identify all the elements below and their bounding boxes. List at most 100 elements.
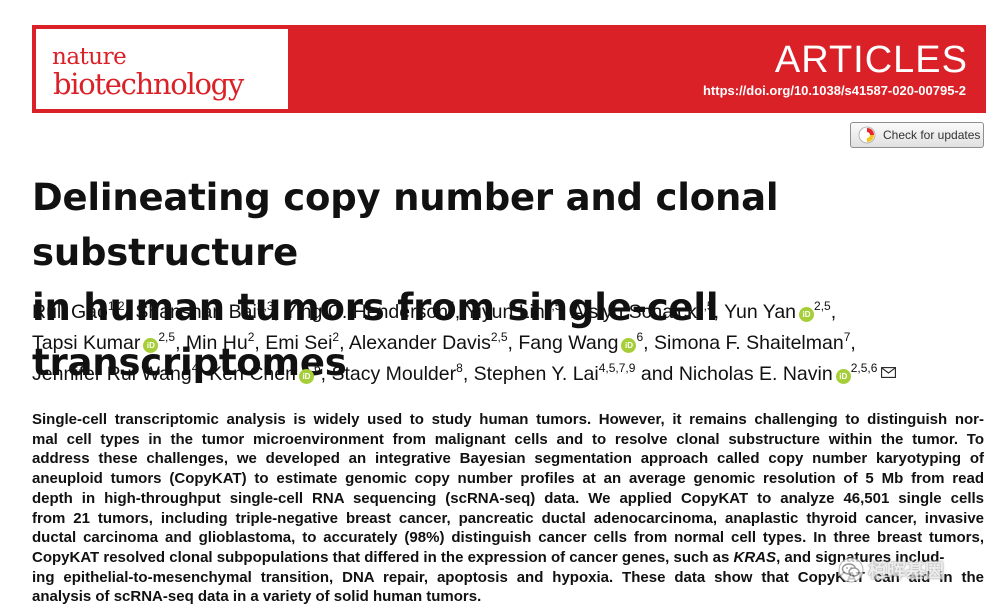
- affiliation-number: 6: [636, 330, 644, 344]
- author[interactable]: Emi Sei2: [265, 331, 339, 354]
- author-separator: ,: [507, 332, 519, 354]
- journal-name-line2: biotechnology: [53, 67, 244, 101]
- author[interactable]: Yiyun Lin2,5: [465, 299, 562, 323]
- orcid-icon[interactable]: iD: [298, 369, 314, 384]
- article-title-line2: in human tumors from single-cell transcr…: [32, 286, 719, 384]
- author-separator: ,: [254, 332, 266, 354]
- author[interactable]: Tapsi Kumar iD2,5: [32, 330, 176, 354]
- author-name: Alexander Davis: [348, 332, 491, 354]
- author-name: Emi Sei: [265, 332, 333, 354]
- author[interactable]: Aislyn Schalck2,5: [571, 299, 714, 323]
- affiliation-number: 4: [191, 361, 199, 375]
- author-name: Fang Wang: [518, 332, 619, 354]
- author-name: Yun Yan: [724, 301, 797, 323]
- affiliation-number: 4: [448, 299, 455, 313]
- journal-name-line1: nature: [52, 44, 127, 70]
- wechat-icon: [838, 557, 864, 582]
- abstract-line: aneuploid tumors (CopyKAT) to estimate g…: [32, 470, 984, 488]
- check-updates-icon: [857, 125, 877, 145]
- author-name: Min Hu: [185, 332, 248, 354]
- affiliation-number: 6: [313, 361, 321, 375]
- author-separator: ,: [273, 301, 285, 323]
- affiliation-number: 8: [456, 361, 463, 375]
- doi-link[interactable]: https://doi.org/10.1038/s41587-020-00795…: [702, 83, 966, 98]
- author-separator: ,: [462, 363, 474, 385]
- orcid-icon[interactable]: iD: [143, 338, 159, 353]
- author-name: Shanshan Bai: [135, 301, 257, 323]
- author-name: Yiyun Lin: [465, 301, 545, 323]
- check-for-updates-button[interactable]: Check for updates: [850, 122, 984, 148]
- author[interactable]: Jennifer Rui Wang4: [32, 361, 199, 385]
- affiliation-number: 2,5: [544, 299, 562, 313]
- author-separator: ,: [320, 363, 332, 385]
- author-separator: ,: [454, 301, 466, 323]
- author-name: Jennifer Rui Wang: [32, 363, 192, 385]
- author-name: Nicholas E. Navin: [678, 363, 833, 385]
- abstract-line: ductal carcinoma and glioblastoma, to ac…: [32, 529, 984, 547]
- author[interactable]: Ruli Gao1,2: [32, 299, 125, 323]
- author-separator: ,: [830, 301, 837, 323]
- author-separator: ,: [643, 332, 654, 354]
- affiliation-number: 2,5,6: [850, 361, 878, 375]
- affiliation-number: 2,5: [696, 299, 714, 313]
- author[interactable]: Fang Wang iD6: [518, 330, 644, 354]
- abstract-line: depth in high-throughput single-cell RNA…: [32, 489, 984, 507]
- abstract-line: analysis of scRNA-seq data in a variety …: [32, 588, 482, 606]
- author-separator: ,: [850, 332, 856, 354]
- journal-banner: nature biotechnology ARTICLES https://do…: [32, 25, 986, 113]
- journal-logo[interactable]: nature biotechnology: [36, 29, 288, 109]
- affiliation-number: 2,5: [158, 330, 176, 344]
- author[interactable]: Nicholas E. Navin iD2,5,6: [678, 361, 897, 385]
- author-list: Ruli Gao1,2, Shanshan Bai2,3, Ying C. He…: [32, 297, 992, 390]
- abstract-line: Single-cell transcriptomic analysis is w…: [32, 411, 984, 428]
- affiliation-number: 2: [247, 330, 255, 344]
- author-name: Simona F. Shaitelman: [654, 332, 844, 354]
- orcid-icon[interactable]: iD: [799, 307, 815, 322]
- affiliation-number: 2,3: [256, 299, 274, 313]
- author-separator: ,: [175, 332, 186, 354]
- orcid-icon[interactable]: iD: [621, 338, 637, 353]
- affiliation-number: 2,5: [490, 330, 508, 344]
- author-separator: ,: [124, 301, 136, 323]
- article-title: Delineating copy number and clonal subst…: [32, 170, 982, 390]
- author-separator: ,: [339, 332, 349, 354]
- affiliation-number: 7: [843, 330, 851, 344]
- author-name: Tapsi Kumar: [32, 332, 141, 354]
- author[interactable]: Shanshan Bai2,3: [135, 299, 274, 323]
- affiliation-number: 1,2: [107, 299, 125, 313]
- article-title-line1: Delineating copy number and clonal subst…: [32, 176, 779, 274]
- email-icon[interactable]: [881, 367, 897, 378]
- author[interactable]: Alexander Davis2,5: [348, 330, 508, 354]
- abstract-line: ing epithelial-to-mesenchymal transition…: [32, 568, 984, 586]
- author[interactable]: Simona F. Shaitelman7: [654, 330, 851, 354]
- author-name: Ying C. Henderson: [284, 301, 449, 323]
- author-name: Ken Chen: [209, 363, 296, 385]
- author[interactable]: Ying C. Henderson4: [284, 299, 455, 323]
- author-name: Stephen Y. Lai: [473, 363, 599, 385]
- author-separator: ,: [198, 363, 210, 385]
- abstract-line: mal cell types in the tumor microenviron…: [32, 430, 984, 448]
- abstract-line: address these challenges, we developed a…: [32, 450, 984, 468]
- author[interactable]: Stephen Y. Lai4,5,7,9: [473, 361, 636, 385]
- abstract-line: CopyKAT resolved clonal subpopulations t…: [32, 548, 984, 568]
- affiliation-number: 4,5,7,9: [598, 361, 636, 375]
- watermark: 栢晖基因: [838, 556, 944, 583]
- orcid-icon[interactable]: iD: [835, 369, 851, 384]
- author-name: Stacy Moulder: [331, 363, 457, 385]
- gene-name: KRAS: [733, 548, 777, 566]
- abstract-line: from 21 tumors, including triple-negativ…: [32, 509, 984, 527]
- author-separator: ,: [713, 301, 725, 323]
- author[interactable]: Min Hu2: [185, 330, 255, 354]
- author-separator: ,: [561, 301, 572, 323]
- abstract-line-tail: , and signatures includ-: [776, 548, 945, 566]
- affiliation-number: 2,5: [814, 299, 831, 313]
- watermark-text: 栢晖基因: [868, 561, 945, 582]
- author-conjunction: and: [640, 363, 679, 385]
- author[interactable]: Stacy Moulder8: [331, 361, 463, 385]
- author-name: Aislyn Schalck: [571, 301, 697, 323]
- abstract: Single-cell transcriptomic analysis is w…: [32, 410, 984, 607]
- abstract-line-text: CopyKAT resolved clonal subpopulations t…: [32, 548, 730, 566]
- author-name: Ruli Gao: [32, 301, 108, 323]
- author[interactable]: Yun Yan iD2,5: [724, 299, 831, 323]
- author[interactable]: Ken Chen iD6: [209, 361, 321, 385]
